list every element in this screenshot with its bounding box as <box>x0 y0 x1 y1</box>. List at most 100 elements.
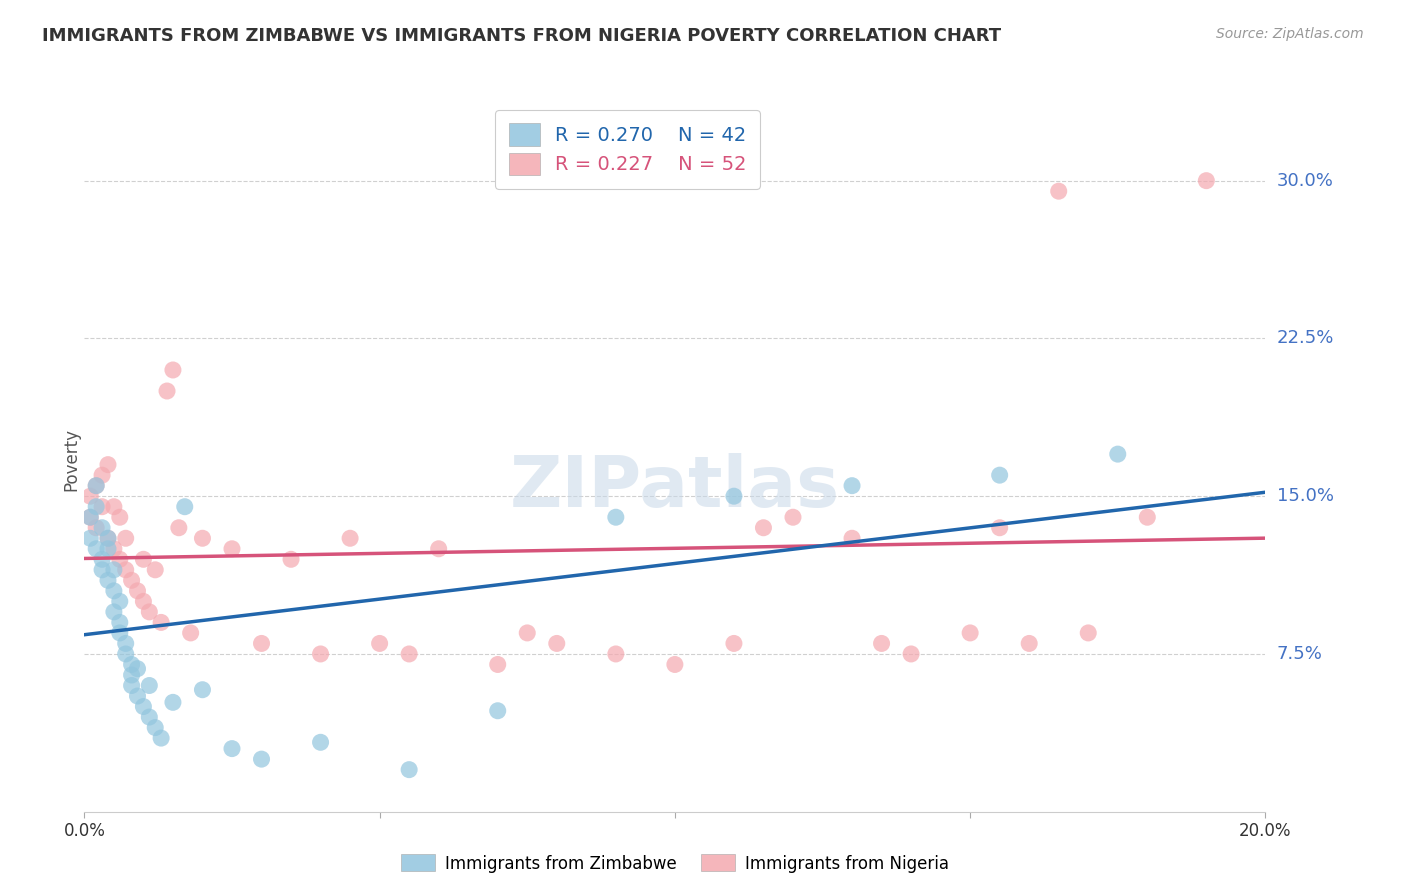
Y-axis label: Poverty: Poverty <box>62 428 80 491</box>
Point <box>782 510 804 524</box>
Point <box>988 521 1011 535</box>
Point <box>121 574 143 588</box>
Point <box>723 636 745 650</box>
Point <box>427 541 450 556</box>
Point <box>156 384 179 398</box>
Point <box>546 636 568 650</box>
Point <box>398 763 420 777</box>
Point <box>127 583 149 598</box>
Point <box>103 583 125 598</box>
Point <box>173 500 195 514</box>
Point <box>103 541 125 556</box>
Point <box>221 741 243 756</box>
Text: 15.0%: 15.0% <box>1277 487 1333 505</box>
Point <box>150 731 173 745</box>
Point <box>398 647 420 661</box>
Point <box>486 704 509 718</box>
Point <box>97 574 120 588</box>
Point <box>368 636 391 650</box>
Point <box>108 510 131 524</box>
Point <box>84 541 107 556</box>
Point <box>339 531 361 545</box>
Point <box>132 552 155 566</box>
Point <box>309 735 332 749</box>
Point <box>97 541 120 556</box>
Point <box>127 662 149 676</box>
Point <box>121 679 143 693</box>
Point <box>138 679 160 693</box>
Point <box>108 615 131 630</box>
Point <box>84 478 107 492</box>
Point <box>280 552 302 566</box>
Point <box>516 626 538 640</box>
Point <box>752 521 775 535</box>
Point <box>121 668 143 682</box>
Point <box>1018 636 1040 650</box>
Point <box>127 689 149 703</box>
Legend: Immigrants from Zimbabwe, Immigrants from Nigeria: Immigrants from Zimbabwe, Immigrants fro… <box>395 847 955 880</box>
Point <box>250 636 273 650</box>
Point <box>191 682 214 697</box>
Point <box>723 489 745 503</box>
Point <box>841 531 863 545</box>
Point <box>79 510 101 524</box>
Point <box>91 563 114 577</box>
Point <box>900 647 922 661</box>
Point <box>150 615 173 630</box>
Point <box>114 563 136 577</box>
Point <box>605 647 627 661</box>
Point <box>143 563 166 577</box>
Point <box>870 636 893 650</box>
Point <box>309 647 332 661</box>
Point <box>91 552 114 566</box>
Point <box>108 552 131 566</box>
Point <box>1136 510 1159 524</box>
Point <box>1077 626 1099 640</box>
Point <box>486 657 509 672</box>
Point <box>108 594 131 608</box>
Text: ZIPatlas: ZIPatlas <box>510 453 839 522</box>
Point <box>79 510 101 524</box>
Text: 7.5%: 7.5% <box>1277 645 1323 663</box>
Point <box>91 468 114 483</box>
Point <box>103 500 125 514</box>
Legend: R = 0.270    N = 42, R = 0.227    N = 52: R = 0.270 N = 42, R = 0.227 N = 52 <box>495 110 761 189</box>
Text: Source: ZipAtlas.com: Source: ZipAtlas.com <box>1216 27 1364 41</box>
Point <box>114 636 136 650</box>
Point <box>108 626 131 640</box>
Point <box>91 500 114 514</box>
Point <box>167 521 190 535</box>
Point <box>221 541 243 556</box>
Point <box>97 531 120 545</box>
Point <box>180 626 202 640</box>
Point <box>664 657 686 672</box>
Point <box>103 605 125 619</box>
Point <box>841 478 863 492</box>
Point <box>103 563 125 577</box>
Point <box>250 752 273 766</box>
Text: 30.0%: 30.0% <box>1277 171 1333 190</box>
Point <box>988 468 1011 483</box>
Point <box>605 510 627 524</box>
Point <box>97 531 120 545</box>
Point <box>132 699 155 714</box>
Point <box>91 521 114 535</box>
Point <box>121 657 143 672</box>
Point <box>191 531 214 545</box>
Point <box>138 605 160 619</box>
Point <box>162 363 184 377</box>
Point <box>97 458 120 472</box>
Point <box>84 521 107 535</box>
Point <box>138 710 160 724</box>
Point <box>1047 184 1070 198</box>
Point <box>1195 174 1218 188</box>
Point <box>79 489 101 503</box>
Point <box>84 500 107 514</box>
Point <box>162 695 184 709</box>
Point <box>132 594 155 608</box>
Point <box>79 531 101 545</box>
Point <box>1107 447 1129 461</box>
Point <box>114 647 136 661</box>
Point <box>84 478 107 492</box>
Point <box>114 531 136 545</box>
